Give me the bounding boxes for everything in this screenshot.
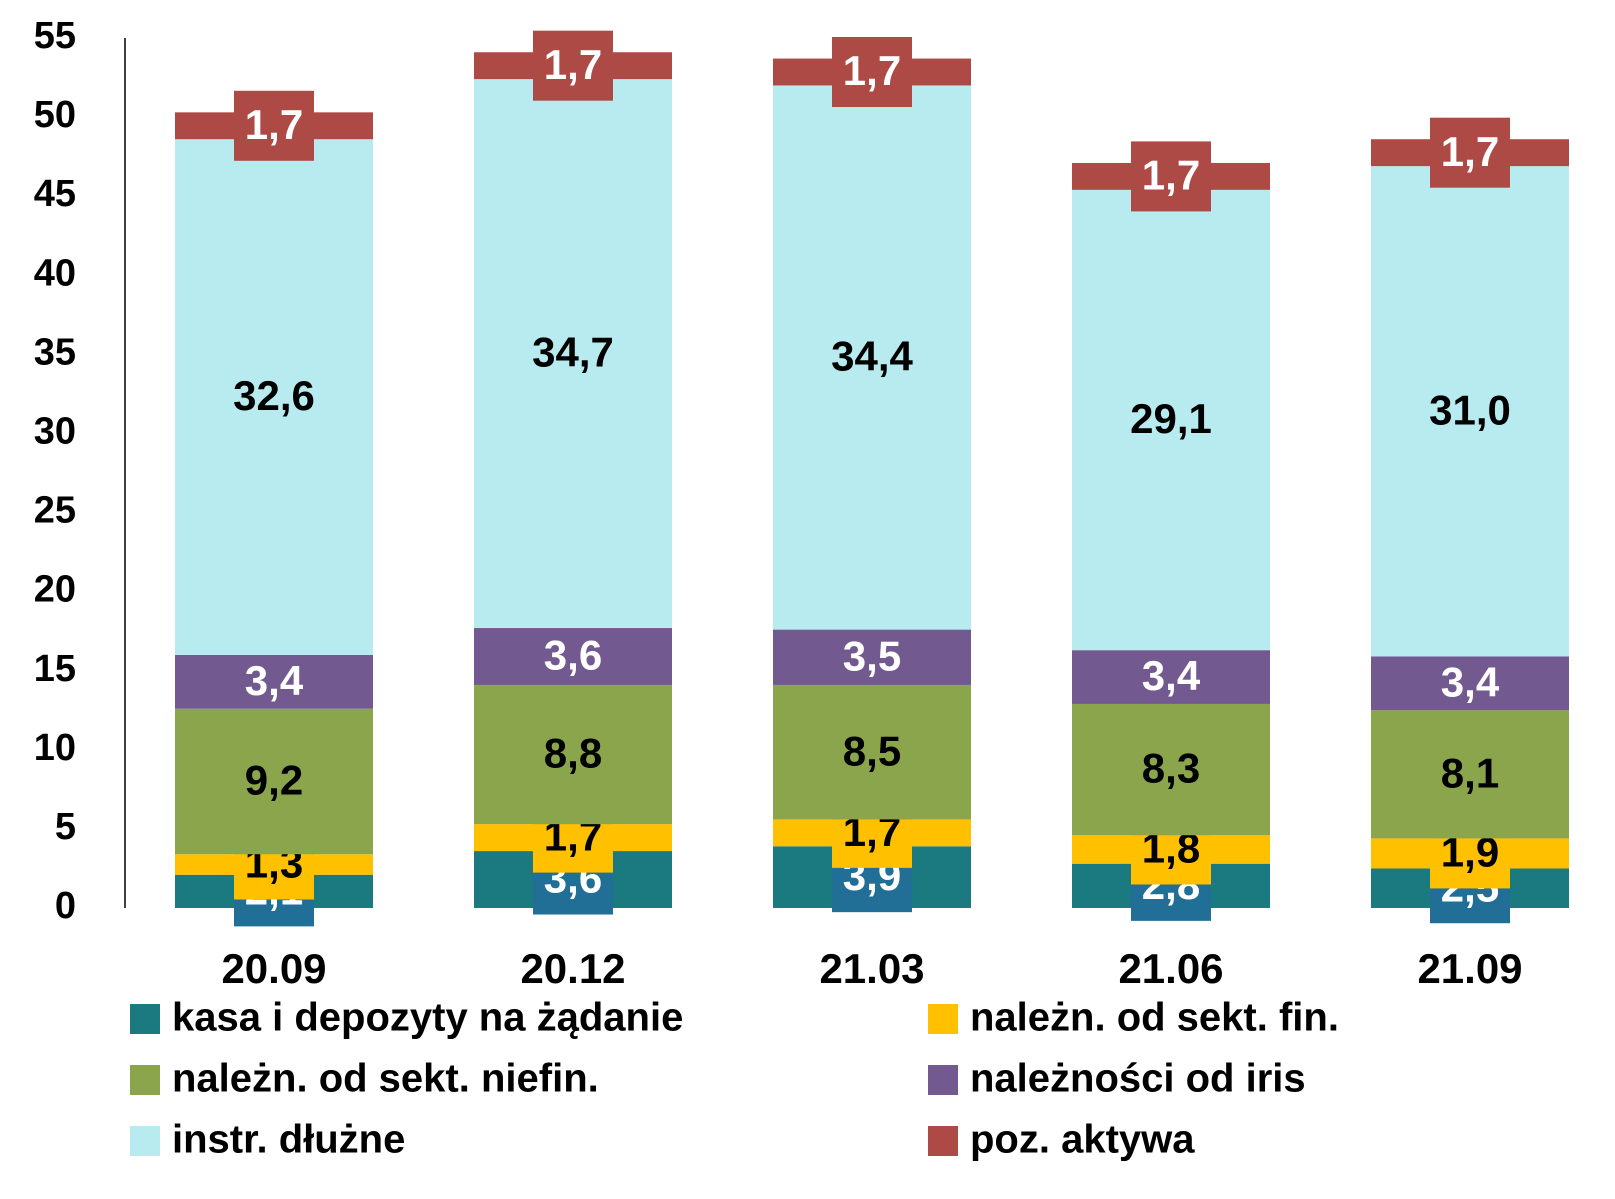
- x-tick-label: 20.09: [221, 945, 326, 992]
- label-box: [832, 37, 912, 108]
- bar-segment: [1072, 650, 1270, 704]
- x-tick-label: 21.09: [1417, 945, 1522, 992]
- x-tick-label: 20.12: [520, 945, 625, 992]
- data-label: 29,1: [1130, 395, 1212, 442]
- label-box: [1430, 117, 1510, 188]
- bar-segment: [1371, 710, 1569, 839]
- bar-segment: [474, 628, 672, 685]
- data-label: 34,7: [532, 329, 614, 376]
- y-tick-label: 50: [34, 94, 76, 136]
- bar-segment: [1072, 189, 1270, 651]
- data-label: 32,6: [233, 372, 315, 419]
- bar-segment: [773, 684, 971, 820]
- y-tick-label: 10: [34, 727, 76, 769]
- data-label: 1,7: [1142, 152, 1200, 199]
- y-tick-label: 0: [55, 885, 76, 927]
- legend-label: należn. od sekt. fin.: [970, 996, 1339, 1040]
- y-tick-label: 40: [34, 252, 76, 294]
- y-tick-label: 45: [34, 173, 76, 215]
- legend-swatch: [130, 1126, 160, 1156]
- bar-segment: [1371, 656, 1569, 711]
- bar-segment: [1072, 703, 1270, 836]
- data-label: 3,5: [843, 632, 901, 679]
- legend-label: należności od iris: [970, 1057, 1306, 1101]
- label-box: [1131, 141, 1211, 212]
- data-label: 8,5: [843, 727, 901, 774]
- bar-segment: [474, 79, 672, 629]
- data-label: 1,7: [843, 47, 901, 94]
- legend-swatch: [130, 1004, 160, 1034]
- legend-swatch: [928, 1126, 958, 1156]
- legend-swatch: [130, 1065, 160, 1095]
- legend-label: poz. aktywa: [970, 1118, 1195, 1162]
- bar-segment: [474, 684, 672, 825]
- data-label: 3,6: [544, 632, 602, 679]
- y-tick-label: 25: [34, 490, 76, 532]
- data-label: 9,2: [245, 757, 303, 804]
- legend-label: instr. dłużne: [172, 1118, 405, 1162]
- data-label: 1,7: [544, 41, 602, 88]
- y-tick-label: 35: [34, 331, 76, 373]
- bar-segment: [1371, 166, 1569, 657]
- y-tick-label: 30: [34, 410, 76, 452]
- data-label: 8,8: [544, 730, 602, 777]
- label-box: [533, 30, 613, 101]
- data-label: 3,4: [245, 657, 304, 704]
- y-tick-label: 5: [55, 806, 76, 848]
- legend-swatch: [928, 1065, 958, 1095]
- data-label: 8,3: [1142, 745, 1200, 792]
- y-tick-label: 20: [34, 569, 76, 611]
- x-tick-label: 21.06: [1118, 945, 1223, 992]
- label-box: [234, 90, 314, 161]
- y-tick-label: 15: [34, 648, 76, 690]
- legend-label: należn. od sekt. niefin.: [172, 1057, 599, 1101]
- data-label: 8,1: [1441, 749, 1499, 796]
- data-label: 1,7: [1441, 128, 1499, 175]
- bar-segment: [773, 629, 971, 685]
- data-label: 3,4: [1441, 658, 1500, 705]
- bar-segment: [175, 654, 373, 709]
- bar-segment: [773, 85, 971, 630]
- legend-swatch: [928, 1004, 958, 1034]
- data-label: 31,0: [1429, 386, 1511, 433]
- legend-label: kasa i depozyty na żądanie: [172, 996, 683, 1040]
- data-label: 34,4: [831, 333, 913, 380]
- data-label: 1,7: [245, 101, 303, 148]
- bar-segment: [175, 139, 373, 655]
- bar-segment: [175, 708, 373, 855]
- data-label: 3,4: [1142, 652, 1201, 699]
- y-tick-label: 55: [34, 15, 76, 57]
- x-tick-label: 21.03: [819, 945, 924, 992]
